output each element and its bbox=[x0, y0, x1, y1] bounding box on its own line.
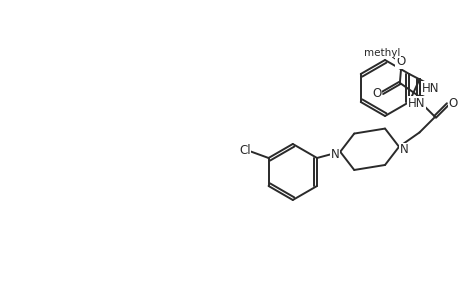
Text: N: N bbox=[330, 148, 339, 161]
Text: HN: HN bbox=[420, 82, 438, 94]
Text: N: N bbox=[399, 143, 408, 156]
Text: O: O bbox=[447, 97, 456, 110]
Text: O: O bbox=[395, 56, 404, 68]
Text: HN: HN bbox=[407, 97, 424, 110]
Text: methyl: methyl bbox=[363, 48, 399, 58]
Text: O: O bbox=[371, 87, 381, 101]
Text: Cl: Cl bbox=[238, 144, 250, 157]
